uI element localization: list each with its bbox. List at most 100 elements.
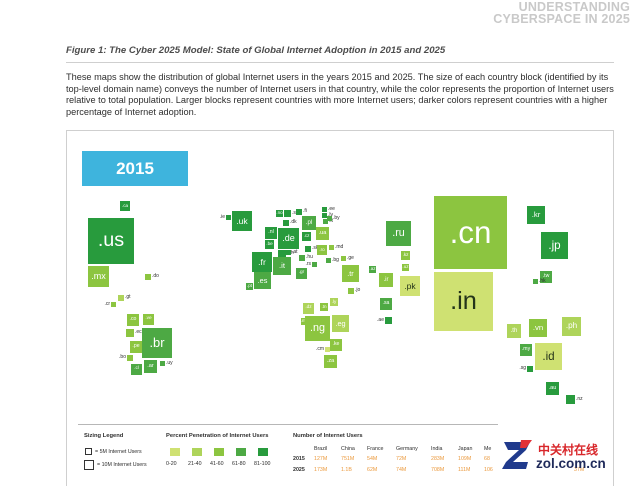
penetration-swatch-0-20: [170, 448, 180, 456]
country-block-pt: .pt: [246, 283, 253, 290]
country-label-nz: .nz: [576, 395, 583, 402]
country-block-rs: [312, 262, 317, 267]
country-block-ie: [226, 215, 231, 220]
country-block-cr: [111, 302, 116, 307]
country-label-at: .at: [292, 248, 298, 255]
size-box-large: [84, 460, 94, 470]
country-block-gr: .gr: [296, 268, 307, 279]
country-label-hu: .hu: [306, 254, 313, 261]
legend-divider: [78, 424, 498, 425]
country-block-my: .my: [520, 344, 532, 356]
country-block-pe: .pe: [130, 341, 142, 353]
users-table-value: 173M: [314, 467, 328, 473]
country-block-mx: .mx: [88, 266, 109, 287]
country-block-it: .it: [273, 257, 291, 275]
country-label-sk: .sk: [312, 245, 319, 252]
country-block-br: .br: [142, 328, 172, 358]
users-table-country-header: France: [367, 446, 384, 452]
users-table-value: 111M: [458, 467, 471, 473]
country-block-ua: .ua: [316, 227, 329, 240]
country-block-kz: .kz: [401, 251, 410, 260]
country-block-tn: .tn: [320, 303, 328, 311]
country-block-ly: .ly: [330, 298, 338, 306]
users-table-value: 751M: [341, 456, 355, 462]
country-block-dk: [283, 220, 289, 226]
country-label-bg: .bg: [332, 256, 339, 263]
country-label-sg: .sg: [519, 365, 526, 372]
penetration-label-0-20: 0-20: [166, 461, 177, 467]
country-block-nl: .nl: [265, 227, 277, 239]
year-badge: 2015: [82, 151, 188, 186]
country-label-do: .do: [152, 273, 159, 280]
size-small-label: = 5M Internet Users: [95, 449, 142, 455]
users-table-country-header: India: [431, 446, 443, 452]
map-panel: [66, 130, 614, 486]
users-table-country-header: China: [341, 446, 355, 452]
country-label-lv: .lv: [328, 211, 333, 218]
country-block-pk: .pk: [400, 276, 420, 296]
country-block-ca: .ca: [120, 201, 130, 211]
country-block-by: [327, 216, 332, 221]
users-table-value: 74M: [396, 467, 407, 473]
country-block-no: .no: [276, 210, 283, 217]
caption-divider: [66, 62, 614, 63]
country-block-ro: .ro: [317, 245, 327, 255]
country-block-ma: .ma: [301, 318, 308, 325]
country-block-lv: [322, 213, 327, 218]
users-table-country-header: Germany: [396, 446, 418, 452]
watermark-url: zol.com.cn: [536, 456, 606, 471]
zol-logo-accent: [520, 440, 532, 448]
country-block-ve: .ve: [143, 314, 154, 325]
country-label-by: .by: [333, 214, 340, 221]
country-block-uz: .uz: [402, 264, 409, 271]
country-block-jp: .jp: [541, 232, 568, 259]
country-block-ch: [278, 250, 286, 258]
sizing-legend-title: Sizing Legend: [84, 433, 124, 439]
country-block-sg: [527, 366, 533, 372]
country-block-in: .in: [434, 272, 493, 331]
country-block-vn: .vn: [529, 319, 547, 337]
country-block-th: .th: [507, 324, 521, 338]
report-header-line1: UNDERSTANDING: [518, 0, 630, 14]
country-block-bo: [127, 355, 133, 361]
country-block-fi: [296, 209, 302, 215]
users-table-value: 127M: [314, 456, 328, 462]
country-label-gt: .gt: [125, 294, 131, 301]
users-table-value: 109M: [458, 456, 472, 462]
country-block-ee: [322, 207, 327, 212]
penetration-label-61-80: 61-80: [232, 461, 246, 467]
country-label-cm: .cm: [315, 345, 324, 352]
country-block-pl: .pl: [302, 216, 316, 230]
country-block-lt: [323, 219, 328, 224]
users-table-country-header: Me: [484, 446, 492, 452]
country-block-se: [284, 210, 291, 217]
users-table-value: 283M: [431, 456, 445, 462]
country-block-jo: [348, 288, 354, 294]
penetration-swatch-61-80: [236, 448, 246, 456]
figure-caption: Figure 1: The Cyber 2025 Model: State of…: [66, 45, 446, 56]
country-label-md: .md: [335, 243, 344, 250]
country-block-co: .co: [127, 314, 139, 326]
country-label-bo: .bo: [119, 354, 126, 361]
country-block-us: .us: [88, 218, 134, 264]
users-table-value: 72M: [396, 456, 407, 462]
country-label-uy: .uy: [166, 359, 173, 366]
country-block-gt: [118, 295, 124, 301]
watermark-cn: 中关村在线: [538, 443, 599, 457]
country-block-tw: .tw: [540, 271, 552, 283]
country-label-jo: .jo: [355, 287, 361, 294]
country-label-fi: .fi: [303, 208, 307, 215]
country-label-ae: .ae: [377, 316, 384, 323]
country-block-sk: [305, 246, 311, 252]
country-label-cr: .cr: [104, 300, 110, 307]
country-block-az: .az: [369, 266, 376, 273]
penetration-swatch-21-40: [192, 448, 202, 456]
country-block-ng: .ng: [305, 316, 330, 341]
country-block-ir: .ir: [379, 273, 393, 287]
country-block-cn: .cn: [434, 196, 507, 269]
country-label-rs: .rs: [305, 260, 311, 267]
country-label-hk: .hk: [539, 277, 546, 284]
users-table-country-header: Japan: [458, 446, 473, 452]
users-table-value: 62M: [367, 467, 378, 473]
penetration-swatch-41-60: [214, 448, 224, 456]
